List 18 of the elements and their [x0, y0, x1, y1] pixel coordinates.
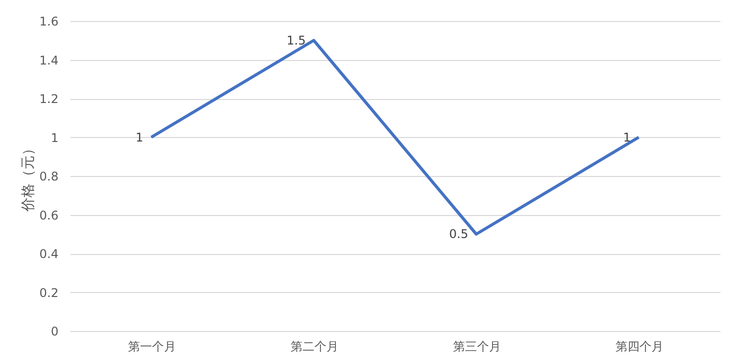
y-tick-label: 0 — [50, 324, 58, 338]
y-tick-label: 0.6 — [39, 208, 58, 222]
x-tick-label: 第二个月 — [290, 340, 338, 354]
y-tick-label: 0.2 — [39, 286, 58, 300]
x-tick-label: 第三个月 — [452, 340, 501, 354]
y-tick-label: 1.2 — [39, 92, 58, 106]
y-tick-label: 0.8 — [39, 170, 58, 184]
x-tick-label: 第一个月 — [128, 340, 176, 354]
y-tick-label: 1.4 — [39, 53, 58, 68]
x-tick-label: 第四个月 — [615, 340, 664, 354]
y-tick-label: 1.6 — [39, 14, 58, 28]
data-label: 1 — [623, 130, 631, 144]
y-tick-label: 1 — [50, 130, 58, 145]
data-label: 1 — [136, 130, 144, 144]
y-axis-title: 价格（元） — [20, 142, 36, 212]
data-label: 0.5 — [449, 227, 468, 242]
data-label: 1.5 — [286, 33, 306, 48]
y-tick-label: 0.4 — [39, 247, 58, 261]
